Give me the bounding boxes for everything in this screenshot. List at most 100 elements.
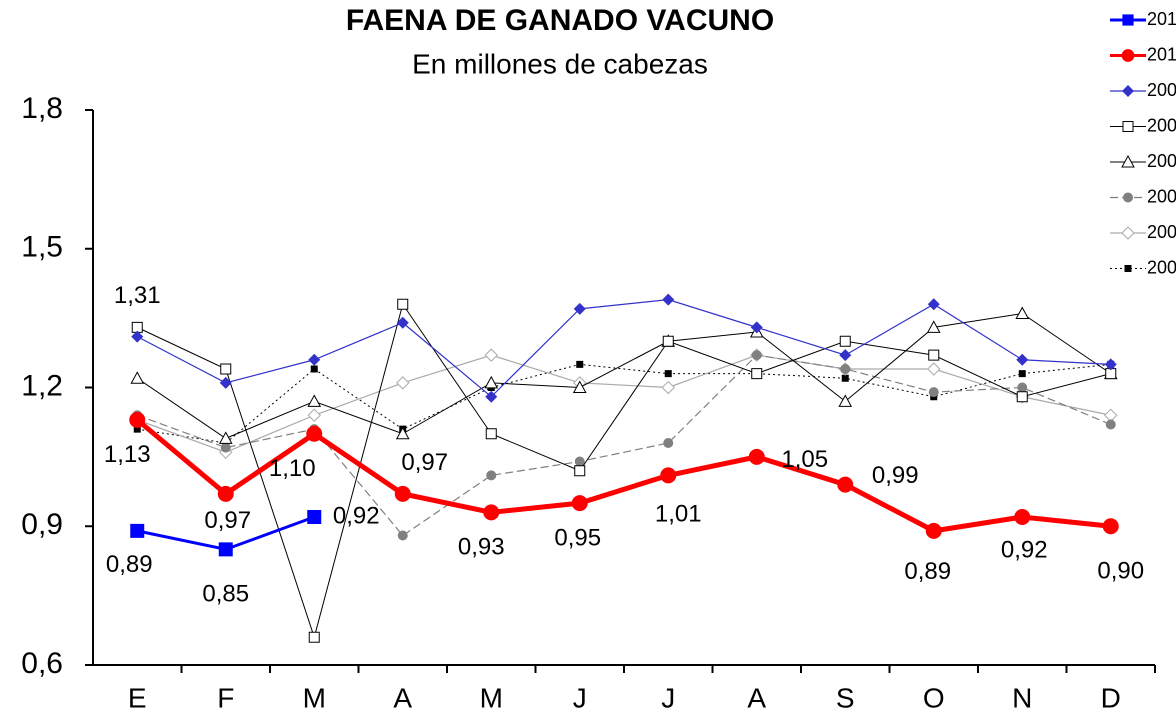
marker — [1016, 391, 1028, 403]
marker — [486, 470, 497, 481]
marker — [484, 348, 498, 362]
marker — [751, 350, 762, 361]
marker — [927, 298, 940, 311]
marker — [750, 321, 763, 334]
data-label: 0,97 — [204, 507, 251, 534]
marker — [131, 330, 144, 343]
legend-label: 2011 — [1147, 9, 1176, 29]
legend-label: 2007 — [1147, 151, 1176, 171]
data-label: 1,10 — [269, 455, 316, 482]
data-label: 0,89 — [904, 558, 951, 585]
y-tick-label: 0,6 — [21, 647, 63, 680]
data-label: 1,31 — [114, 282, 161, 309]
data-label: 1,05 — [781, 446, 828, 473]
y-tick-label: 0,9 — [21, 508, 63, 541]
legend-marker — [1121, 226, 1135, 240]
marker — [397, 298, 409, 310]
series-line — [135, 417, 1112, 534]
marker — [839, 349, 852, 362]
marker — [837, 476, 854, 493]
x-tick-label: D — [1101, 682, 1121, 713]
x-tick-label: A — [393, 682, 412, 713]
marker — [308, 631, 320, 643]
x-tick-label: M — [480, 682, 503, 713]
legend-marker — [1121, 49, 1135, 62]
legend-label: 2008 — [1147, 115, 1176, 135]
marker — [839, 335, 851, 347]
series-line — [137, 363, 1111, 444]
marker — [1104, 358, 1117, 371]
marker — [928, 349, 940, 361]
marker — [133, 425, 141, 433]
marker — [572, 380, 587, 393]
legend-label: 2010 — [1147, 44, 1176, 64]
marker — [307, 394, 322, 407]
legend-marker — [1122, 14, 1134, 26]
marker — [485, 390, 498, 403]
y-tick-label: 1,8 — [21, 92, 63, 125]
legend-label: 2004 — [1147, 257, 1176, 277]
x-tick-label: A — [747, 682, 766, 713]
marker — [485, 428, 497, 440]
y-tick-label: 1,2 — [21, 369, 63, 402]
marker — [310, 365, 318, 373]
marker — [1104, 408, 1118, 422]
series-line — [137, 354, 1111, 453]
marker — [661, 380, 675, 395]
marker — [395, 426, 410, 440]
x-tick-label: S — [836, 682, 855, 713]
marker — [574, 456, 585, 467]
marker — [925, 522, 942, 539]
marker — [927, 362, 941, 376]
marker — [397, 530, 408, 541]
x-tick-label: E — [128, 682, 147, 713]
marker — [1018, 370, 1026, 378]
legend-label: 2006 — [1147, 186, 1176, 206]
marker — [662, 293, 675, 306]
data-label: 0,99 — [872, 462, 919, 489]
marker — [662, 335, 674, 347]
series-line — [137, 303, 1111, 640]
marker — [660, 467, 677, 484]
marker — [307, 510, 322, 524]
marker — [220, 363, 232, 375]
data-label: 0,93 — [458, 534, 505, 561]
marker — [663, 438, 674, 448]
marker — [664, 370, 672, 378]
marker — [396, 316, 409, 329]
marker — [1017, 382, 1028, 393]
data-label: 0,97 — [401, 449, 448, 476]
marker — [217, 485, 234, 502]
marker — [307, 408, 321, 422]
marker — [396, 376, 410, 390]
marker — [483, 504, 500, 521]
series-line — [137, 354, 1111, 537]
marker — [1102, 518, 1119, 535]
marker — [1014, 509, 1031, 525]
marker — [574, 465, 586, 477]
marker — [571, 495, 588, 512]
series-line — [136, 312, 1112, 439]
marker — [1015, 306, 1030, 319]
marker — [129, 411, 146, 428]
marker — [751, 368, 763, 380]
data-label: 1,13 — [104, 441, 151, 468]
marker — [308, 353, 321, 366]
marker — [218, 431, 233, 444]
marker — [306, 425, 323, 442]
data-label: 1,01 — [655, 501, 702, 528]
x-tick-label: J — [661, 682, 675, 713]
chart-subtitle: En millones de cabezas — [412, 48, 708, 79]
data-label: 0,92 — [1001, 536, 1048, 563]
data-label: 0,95 — [554, 524, 601, 551]
marker — [840, 364, 851, 374]
marker — [748, 448, 765, 465]
marker — [926, 320, 941, 333]
x-tick-label: O — [923, 682, 945, 713]
legend-marker — [1124, 265, 1132, 272]
data-label: 0,90 — [1097, 558, 1144, 585]
legend-marker — [1123, 192, 1133, 203]
legend-marker — [1122, 85, 1134, 97]
x-tick-label: F — [217, 682, 234, 713]
